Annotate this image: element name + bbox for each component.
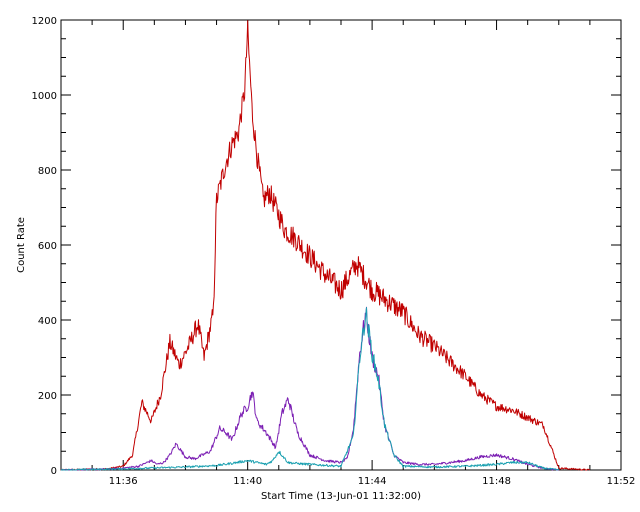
y-tick-label-4: 800 — [38, 166, 57, 177]
series-line-2 — [61, 307, 559, 471]
series-line-1 — [60, 306, 560, 471]
x-tick-label-1: 11:40 — [233, 476, 262, 487]
y-tick-label-0: 0 — [51, 466, 57, 477]
x-tick-label-2: 11:44 — [358, 476, 387, 487]
axis-ticks — [60, 19, 622, 471]
y-tick-label-6: 1200 — [32, 16, 57, 27]
x-axis-title: Start Time (13-Jun-01 11:32:00) — [261, 491, 421, 502]
y-tick-label-3: 600 — [38, 241, 57, 252]
series-layer — [60, 20, 591, 471]
x-tick-label-0: 11:36 — [109, 476, 138, 487]
y-axis-title: Count Rate — [16, 217, 27, 273]
series-line-0 — [60, 20, 591, 471]
tick-labels: 11:36 11:40 11:44 11:48 11:52 0 200 400 600 800 10… — [32, 16, 636, 487]
x-tick-label-3: 11:48 — [482, 476, 511, 487]
plot-frame — [60, 19, 622, 471]
x-tick-label-4: 11:52 — [607, 476, 636, 487]
y-tick-label-5: 1000 — [32, 91, 57, 102]
y-tick-label-2: 400 — [38, 316, 57, 327]
y-tick-label-1: 200 — [38, 391, 57, 402]
